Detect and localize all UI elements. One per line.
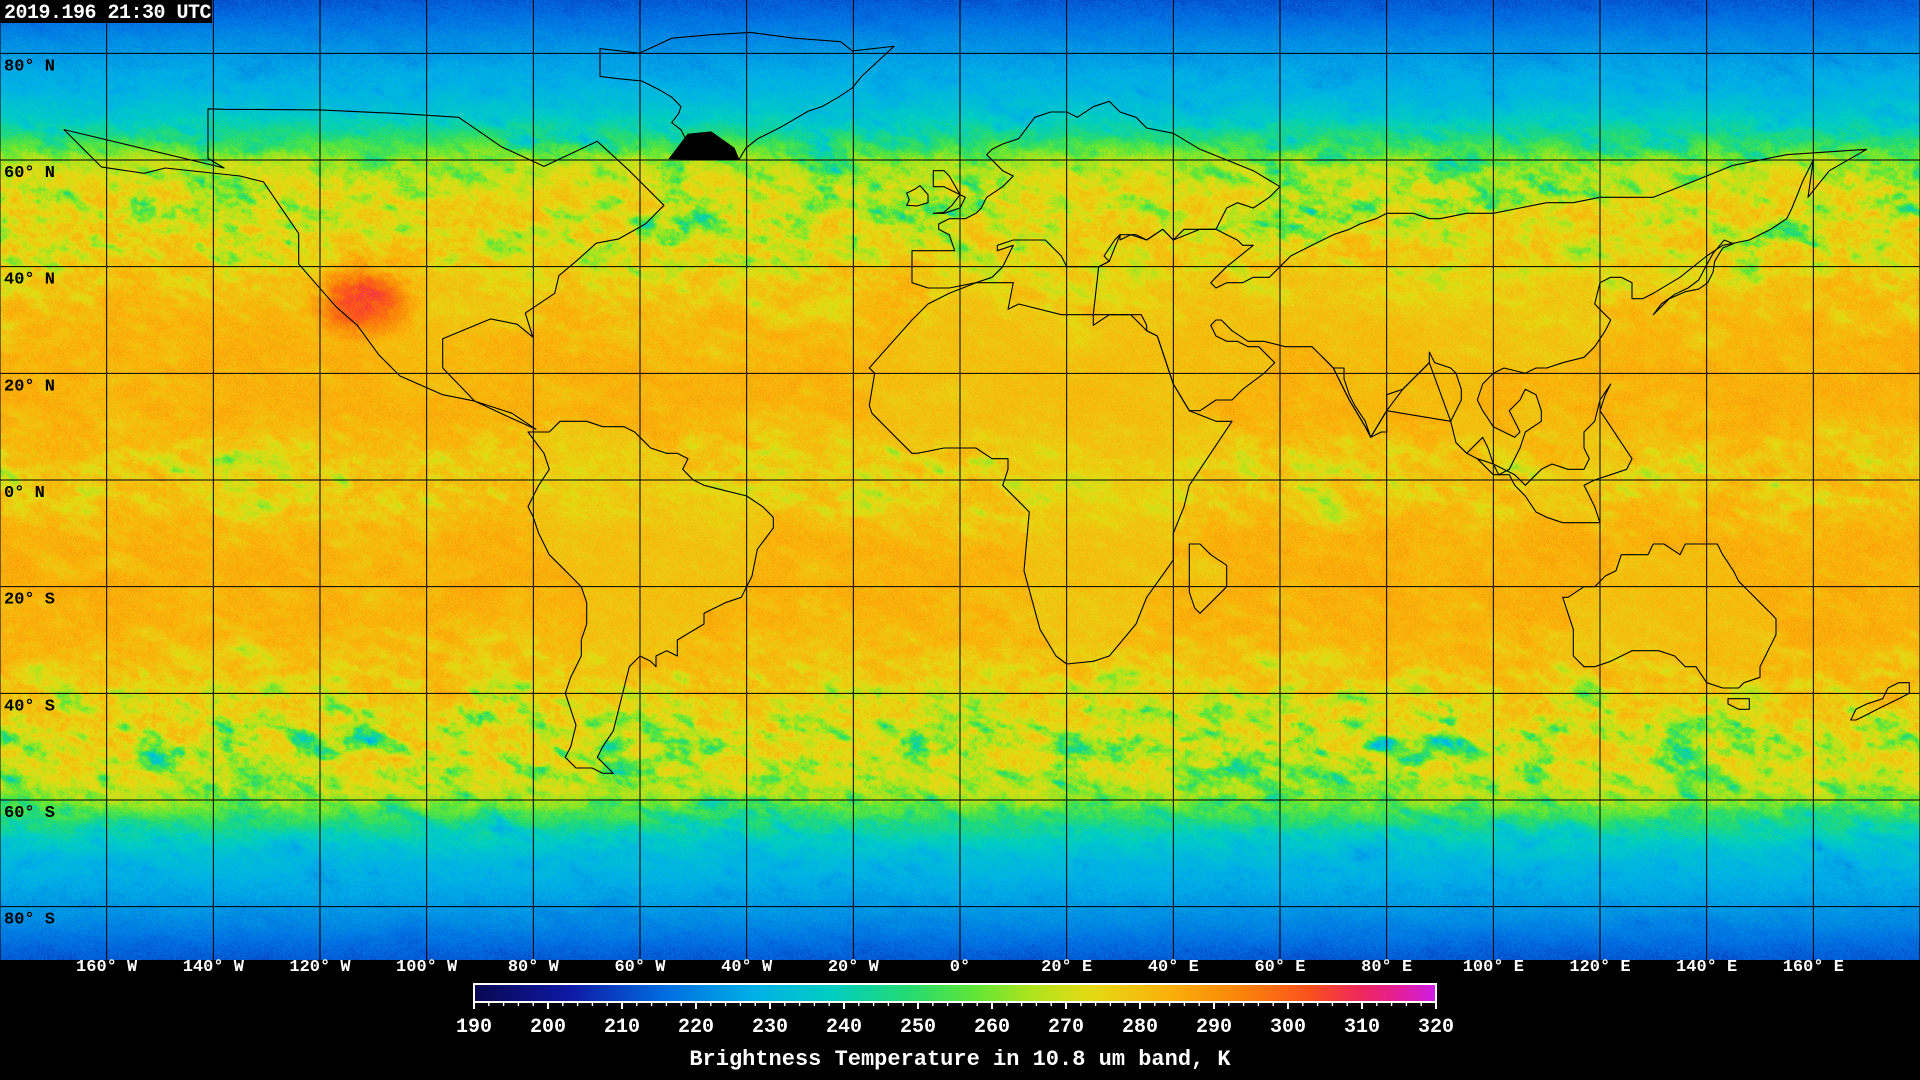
svg-text:300: 300 xyxy=(1270,1016,1306,1039)
svg-text:20° N: 20° N xyxy=(4,377,55,396)
svg-text:60° E: 60° E xyxy=(1254,958,1305,977)
svg-text:100° E: 100° E xyxy=(1463,958,1524,977)
svg-text:220: 220 xyxy=(678,1016,714,1039)
svg-text:20° E: 20° E xyxy=(1041,958,1092,977)
svg-text:200: 200 xyxy=(530,1016,566,1039)
svg-text:310: 310 xyxy=(1344,1016,1380,1039)
svg-text:290: 290 xyxy=(1196,1016,1232,1039)
svg-text:60° S: 60° S xyxy=(4,804,55,823)
svg-text:80° N: 80° N xyxy=(4,57,55,76)
svg-text:60° W: 60° W xyxy=(614,958,666,977)
svg-text:240: 240 xyxy=(826,1016,862,1039)
svg-text:40° S: 40° S xyxy=(4,697,55,716)
svg-text:2019.196 21:30 UTC: 2019.196 21:30 UTC xyxy=(4,2,212,25)
svg-text:250: 250 xyxy=(900,1016,936,1039)
svg-text:140° W: 140° W xyxy=(183,958,245,977)
svg-text:80° W: 80° W xyxy=(508,958,560,977)
svg-text:20° W: 20° W xyxy=(828,958,880,977)
svg-text:40° N: 40° N xyxy=(4,271,55,290)
svg-text:80° E: 80° E xyxy=(1361,958,1412,977)
svg-text:20° S: 20° S xyxy=(4,591,55,610)
svg-text:40° E: 40° E xyxy=(1148,958,1199,977)
svg-text:120° E: 120° E xyxy=(1569,958,1630,977)
svg-text:270: 270 xyxy=(1048,1016,1084,1039)
svg-text:320: 320 xyxy=(1418,1016,1454,1039)
svg-text:0°: 0° xyxy=(950,958,970,977)
svg-text:60° N: 60° N xyxy=(4,164,55,183)
svg-text:40° W: 40° W xyxy=(721,958,773,977)
svg-text:100° W: 100° W xyxy=(396,958,458,977)
svg-text:160° E: 160° E xyxy=(1783,958,1844,977)
svg-text:280: 280 xyxy=(1122,1016,1158,1039)
svg-text:210: 210 xyxy=(604,1016,640,1039)
svg-text:160° W: 160° W xyxy=(76,958,138,977)
svg-text:190: 190 xyxy=(456,1016,492,1039)
svg-text:0° N: 0° N xyxy=(4,484,45,503)
svg-text:80° S: 80° S xyxy=(4,911,55,930)
svg-text:Brightness Temperature in 10.8: Brightness Temperature in 10.8 um band, … xyxy=(689,1047,1231,1072)
svg-text:140° E: 140° E xyxy=(1676,958,1737,977)
svg-text:230: 230 xyxy=(752,1016,788,1039)
svg-text:260: 260 xyxy=(974,1016,1010,1039)
svg-text:120° W: 120° W xyxy=(289,958,351,977)
